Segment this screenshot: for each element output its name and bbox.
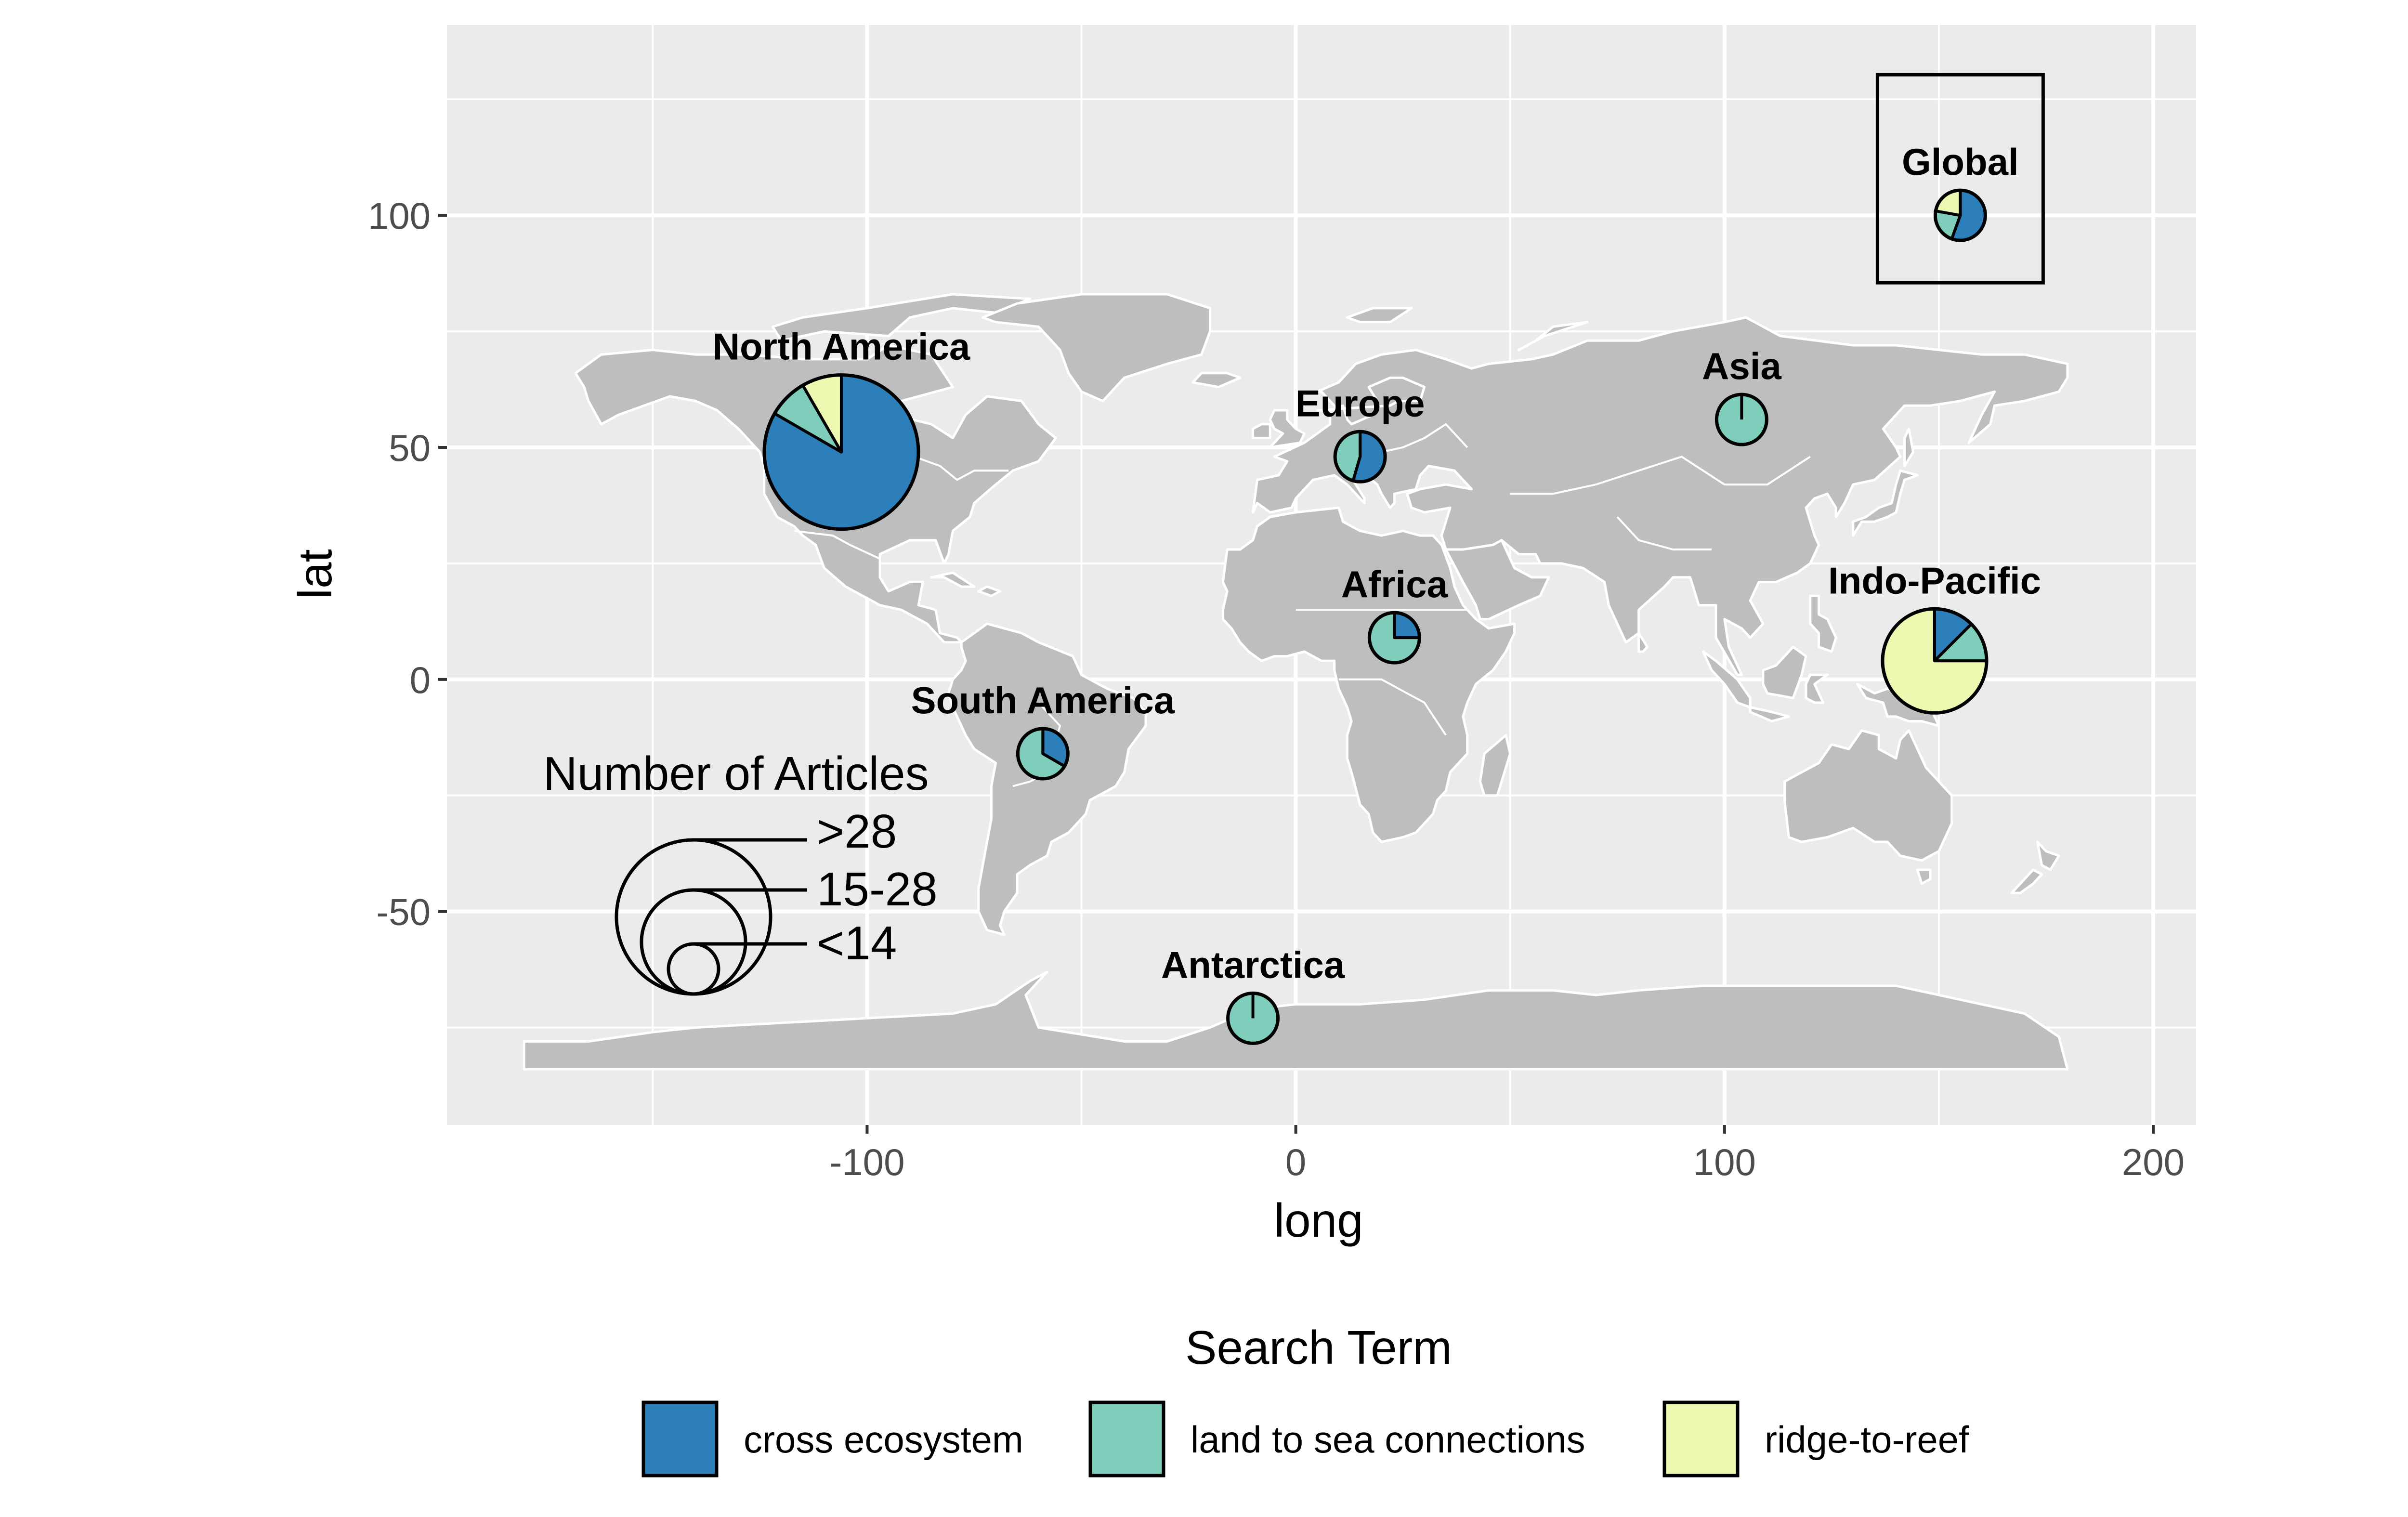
landmass-australia: [1783, 729, 1953, 862]
pie-south-america: South America: [911, 679, 1175, 781]
y-tick-label: 100: [368, 195, 431, 237]
region-label-africa: Africa: [1341, 563, 1448, 605]
landmass-sri-lanka: [1637, 632, 1649, 653]
landmass-japan: [1852, 469, 1919, 537]
size-legend: Number of Articles >28 15-28 <14: [543, 747, 938, 996]
global-inset-box: [1875, 73, 2045, 285]
landmass-greenland: [982, 293, 1211, 403]
country-border: [1616, 516, 1712, 550]
landmass-sulawesi: [1805, 673, 1829, 704]
pie-europe: Europe: [1296, 382, 1425, 484]
legend-key-cross-ecosystem: [641, 1400, 719, 1478]
x-tick-label: -100: [829, 1141, 904, 1183]
landmass-new-zealand-south: [2010, 868, 2043, 894]
y-tick-label: -50: [376, 891, 431, 933]
landmass-sakhalin: [1903, 427, 1914, 467]
y-tick-label: 0: [410, 659, 431, 701]
size-legend-medium-label: 15-28: [817, 863, 938, 915]
pie-outline: [1933, 188, 1987, 242]
landmass-new-zealand-north: [2036, 840, 2060, 871]
y-axis-title: lat: [288, 549, 341, 599]
pie-outline: [1226, 991, 1280, 1045]
region-label-europe: Europe: [1296, 382, 1425, 424]
x-tick-label: 100: [1693, 1141, 1756, 1183]
landmass-cuba: [930, 571, 976, 588]
search-term-legend: Search Term cross ecosystem land to sea …: [641, 1321, 1969, 1478]
pie-outline: [1714, 392, 1768, 446]
pie-global: Global: [1875, 73, 2045, 285]
country-border: [794, 530, 880, 560]
landmass-great-britain: [1269, 409, 1306, 449]
pie-north-america: North America: [713, 326, 970, 531]
size-legend-large-label: >28: [817, 805, 897, 858]
legend-title: Search Term: [1185, 1321, 1452, 1374]
size-legend-small-label: <14: [817, 916, 897, 969]
region-label-global: Global: [1902, 141, 2019, 183]
x-tick-label: 200: [2122, 1141, 2185, 1183]
landmass-borneo: [1762, 645, 1807, 699]
pie-antarctica: Antarctica: [1161, 943, 1345, 1045]
region-label-north-america: North America: [713, 326, 970, 368]
pie-outline: [1881, 607, 1989, 715]
pie-africa: Africa: [1341, 563, 1448, 665]
landmass-svalbard: [1346, 307, 1413, 324]
landmass-ireland: [1252, 423, 1271, 440]
country-border: [1510, 456, 1811, 495]
landmass-java: [1749, 706, 1790, 723]
region-label-antarctica: Antarctica: [1161, 943, 1345, 986]
landmass-hispaniola: [977, 585, 1001, 597]
x-axis-title: long: [1274, 1194, 1363, 1247]
pie-outline: [1016, 727, 1070, 781]
axes: -100 0 100 200 -50 0 50 100: [368, 195, 2185, 1183]
pie-outline: [1367, 611, 1421, 665]
pie-indo-pacific: Indo-Pacific: [1828, 559, 2041, 715]
pie-outline: [1333, 430, 1387, 484]
legend-label-cross-ecosystem: cross ecosystem: [744, 1418, 1023, 1461]
y-tick-label: 50: [389, 427, 431, 469]
region-pies: North America Europe Asia Africa South Ameri…: [713, 73, 2045, 1045]
pie-asia: Asia: [1702, 345, 1781, 446]
landmass-arabia-fill: [1444, 539, 1550, 621]
country-border: [1338, 678, 1447, 736]
landmass-novaya-zemlya: [1518, 321, 1589, 352]
landmass-iceland: [1191, 372, 1242, 389]
x-tick-label: 0: [1285, 1141, 1306, 1183]
legend-label-ridge-to-reef: ridge-to-reef: [1765, 1418, 1969, 1461]
landmass-philippines: [1809, 594, 1837, 653]
landmass-scandinavia-fix: [1316, 376, 1426, 426]
size-legend-title: Number of Articles: [543, 747, 929, 800]
landmass-madagascar: [1479, 734, 1512, 797]
region-label-asia: Asia: [1702, 345, 1781, 387]
legend-label-land-to-sea: land to sea connections: [1191, 1418, 1585, 1461]
region-label-south-america: South America: [911, 679, 1175, 721]
legend-key-land-to-sea: [1088, 1400, 1165, 1478]
landmass-africa: [1221, 506, 1516, 843]
pie-outline: [762, 373, 920, 531]
landmass-tasmania: [1916, 868, 1932, 885]
legend-key-ridge-to-reef: [1662, 1400, 1740, 1478]
landmass-eurasia: [1252, 316, 2069, 676]
region-label-indo-pacific: Indo-Pacific: [1828, 559, 2041, 602]
